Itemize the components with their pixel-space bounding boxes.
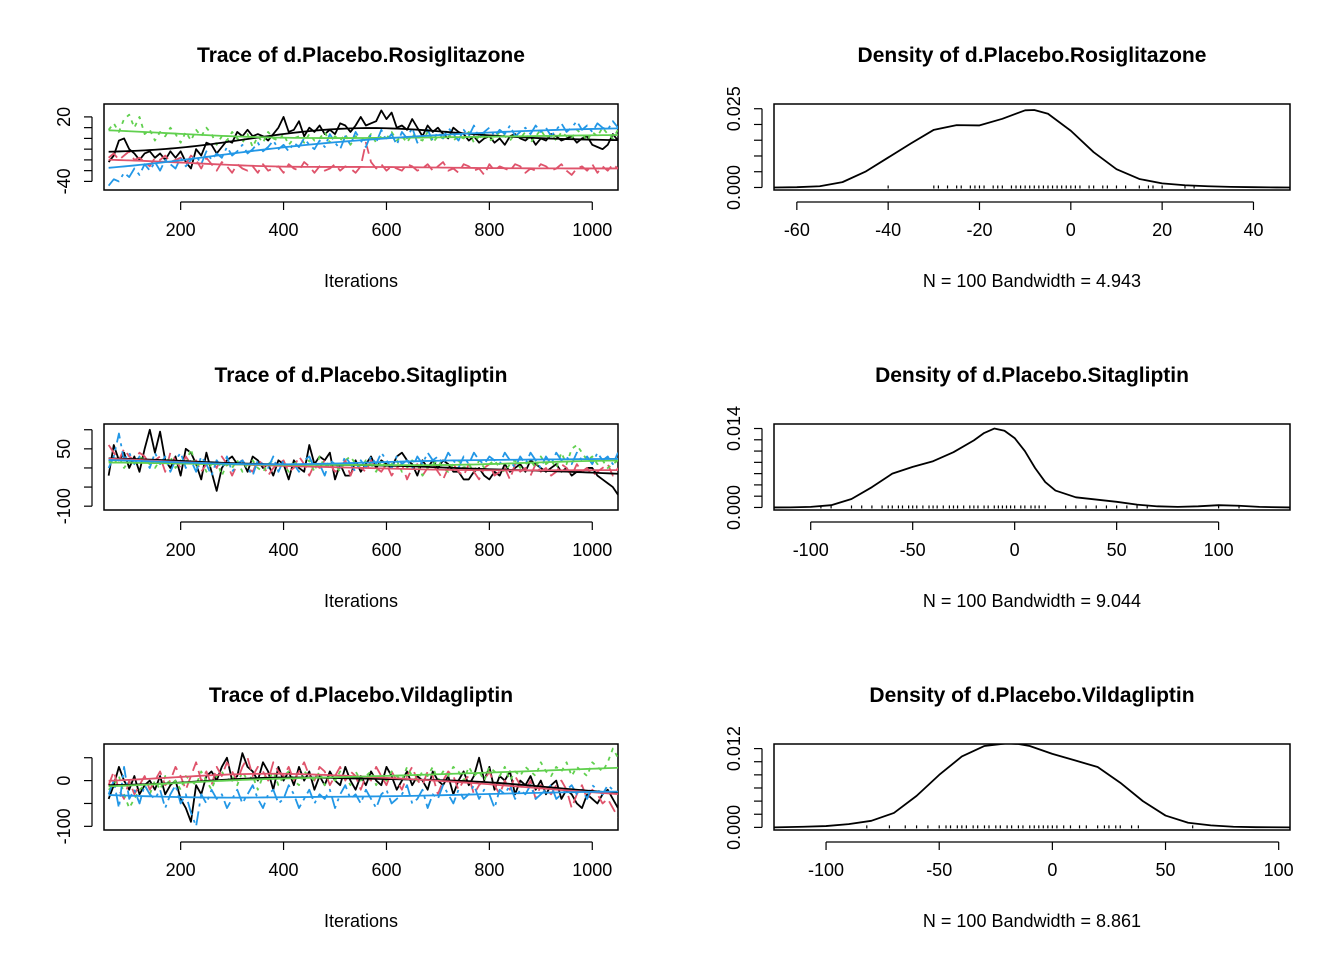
series-line-3	[108, 444, 618, 477]
y-tick-label: 0.000	[724, 805, 744, 850]
plot-area	[107, 428, 618, 496]
chart-panel-2: Density of d.Placebo.Rosiglitazone -60 -40…	[724, 44, 1291, 291]
x-tick-label: 1000	[572, 860, 612, 880]
y-tick-label: 0.025	[724, 86, 744, 131]
series-line-1	[774, 109, 1290, 189]
plot-frame	[103, 103, 619, 191]
plot-frame	[773, 423, 1291, 511]
chart-title: Trace of d.Placebo.Vildagliptin	[209, 684, 513, 707]
series-line-1	[774, 427, 1290, 509]
plot-area	[774, 427, 1290, 509]
plot-area	[107, 747, 618, 828]
y-tick-label: -40	[54, 168, 74, 194]
x-axis-label: Iterations	[324, 591, 398, 611]
x-tick-label: 100	[1204, 540, 1234, 560]
series-line-2	[107, 756, 618, 818]
y-tick-label: -100	[54, 488, 74, 524]
chart-panel-3: Trace of d.Placebo.Sitagliptin 200 400 600 8…	[54, 364, 619, 611]
chart-title: Density of d.Placebo.Vildagliptin	[869, 684, 1194, 707]
chart-panel-5: Trace of d.Placebo.Vildagliptin 200 400 600…	[54, 684, 619, 931]
x-tick-label: 400	[269, 540, 299, 560]
x-tick-label: 600	[371, 220, 401, 240]
x-tick-label: 0	[1066, 220, 1076, 240]
x-tick-label: 800	[474, 540, 504, 560]
plot-frame	[103, 743, 619, 831]
series-line-4	[107, 765, 618, 828]
x-tick-label: 800	[474, 220, 504, 240]
y-tick-label: 20	[54, 107, 74, 127]
y-tick-label: 0.014	[724, 406, 744, 451]
trend-line-3	[108, 459, 618, 467]
trend-line-4	[108, 457, 618, 466]
series-line-2	[108, 141, 618, 176]
chart-panel-4: Density of d.Placebo.Sitagliptin -100 -50 0…	[724, 364, 1291, 611]
chart-panel-1: Trace of d.Placebo.Rosiglitazone 200 400 60…	[54, 44, 619, 291]
trend-line-4	[108, 127, 618, 169]
trend-line-3	[108, 766, 618, 788]
chart-title: Density of d.Placebo.Rosiglitazone	[858, 44, 1207, 67]
plot-frame	[773, 743, 1291, 831]
x-axis-label: Iterations	[324, 271, 398, 291]
chart-panel-6: Density of d.Placebo.Vildagliptin -100 -50…	[724, 684, 1294, 931]
x-tick-label: 50	[1107, 540, 1127, 560]
x-tick-label: 400	[269, 220, 299, 240]
y-tick-label: 0	[54, 776, 74, 786]
plot-frame	[773, 103, 1291, 191]
x-axis-label: N = 100 Bandwidth = 8.861	[923, 911, 1141, 931]
x-tick-label: 0	[1010, 540, 1020, 560]
y-tick-label: -100	[54, 808, 74, 844]
plot-area	[774, 744, 1290, 829]
x-axis-label: Iterations	[324, 911, 398, 931]
x-axis-label: N = 100 Bandwidth = 4.943	[923, 271, 1141, 291]
x-axis-label: N = 100 Bandwidth = 9.044	[923, 591, 1141, 611]
x-tick-label: 800	[474, 860, 504, 880]
x-tick-label: 200	[166, 540, 196, 560]
x-tick-label: 400	[269, 860, 299, 880]
y-tick-label: 50	[54, 439, 74, 459]
chart-title: Density of d.Placebo.Sitagliptin	[875, 364, 1189, 387]
trend-line-3	[108, 129, 618, 139]
y-tick-label: 0.000	[724, 165, 744, 210]
x-tick-label: 100	[1264, 860, 1294, 880]
trend-line-4	[108, 790, 618, 799]
x-tick-label: 1000	[572, 540, 612, 560]
x-tick-label: 600	[371, 860, 401, 880]
x-tick-label: 200	[166, 220, 196, 240]
x-tick-label: -40	[875, 220, 901, 240]
x-tick-label: 20	[1152, 220, 1172, 240]
x-tick-label: -60	[784, 220, 810, 240]
x-tick-label: -100	[793, 540, 829, 560]
chart-title: Trace of d.Placebo.Rosiglitazone	[197, 44, 525, 67]
x-tick-label: 200	[166, 860, 196, 880]
x-tick-label: 1000	[572, 220, 612, 240]
y-tick-label: 0.012	[724, 726, 744, 771]
trend-line-1	[108, 127, 618, 153]
x-tick-label: 0	[1047, 860, 1057, 880]
y-tick-label: 0.000	[724, 485, 744, 530]
x-tick-label: -20	[966, 220, 992, 240]
plot-frame	[103, 423, 619, 511]
x-tick-label: 50	[1156, 860, 1176, 880]
x-tick-label: -50	[900, 540, 926, 560]
chart-title: Trace of d.Placebo.Sitagliptin	[215, 364, 508, 387]
x-tick-label: -50	[926, 860, 952, 880]
plot-area	[774, 109, 1290, 189]
plot-area	[107, 109, 618, 187]
x-tick-label: 600	[371, 540, 401, 560]
trend-line-2	[108, 158, 618, 170]
series-line-1	[774, 744, 1290, 829]
x-tick-label: 40	[1243, 220, 1263, 240]
x-tick-label: -100	[808, 860, 844, 880]
